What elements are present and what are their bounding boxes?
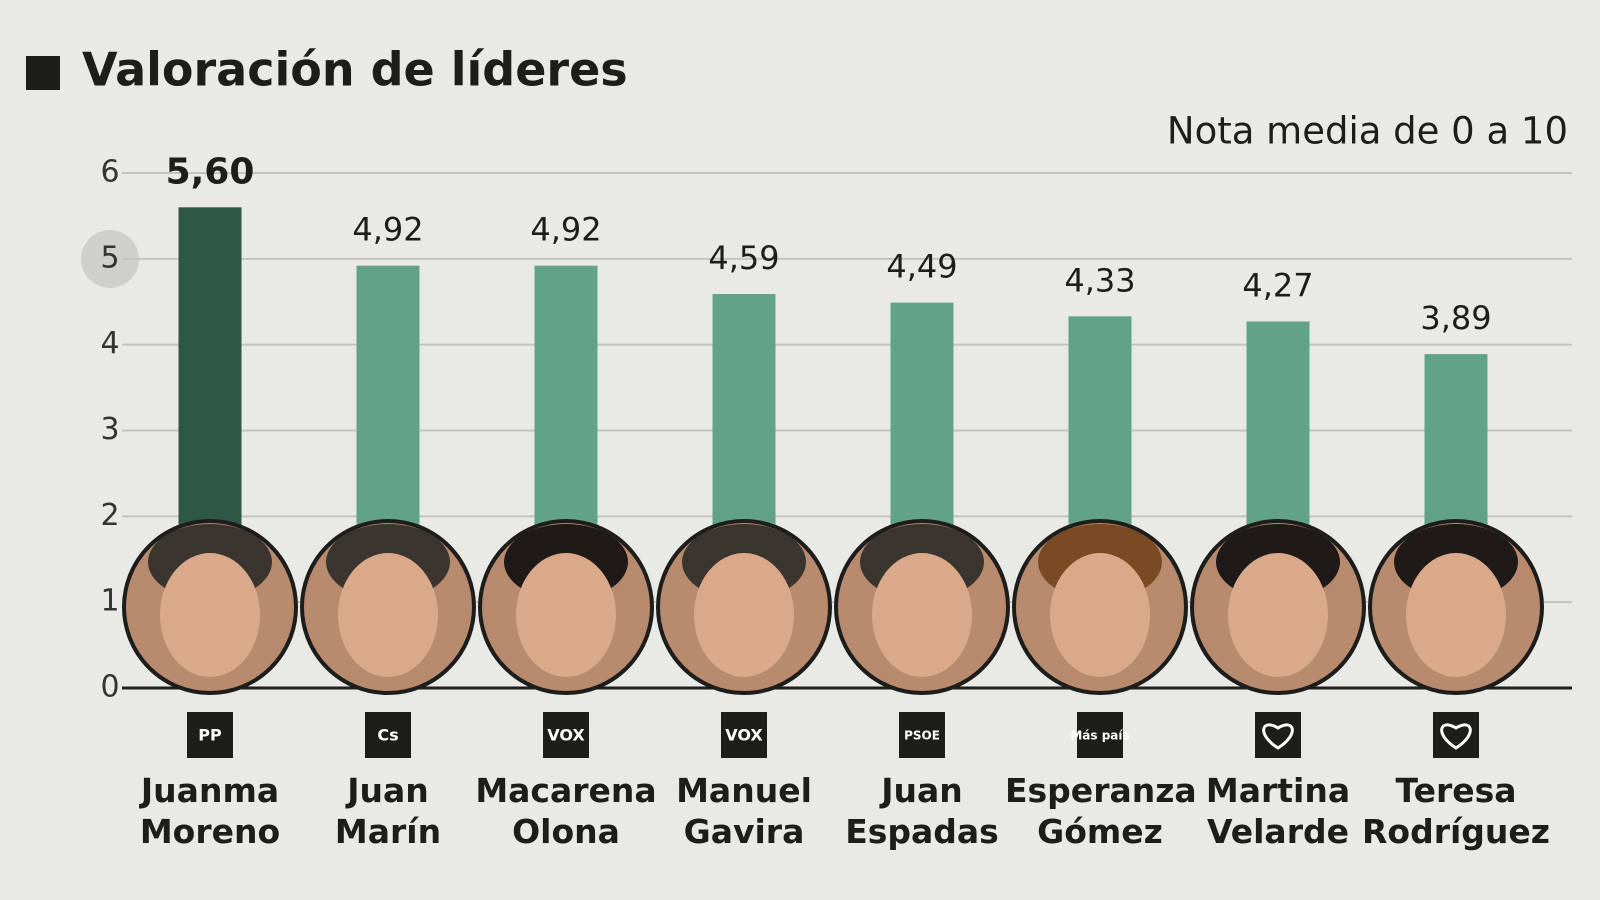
portrait [1368, 519, 1544, 695]
value-label: 4,33 [1064, 261, 1135, 299]
title-marker [26, 56, 60, 90]
logo-box [721, 712, 767, 758]
portrait-face [1406, 553, 1506, 677]
portrait [478, 519, 654, 695]
logo-box [543, 712, 589, 758]
logo-box [1077, 712, 1123, 758]
portrait-face [160, 553, 260, 677]
y-tick-label: 4 [100, 326, 119, 361]
x-tick-label: Martina Velarde [1205, 771, 1351, 851]
logo-box [187, 712, 233, 758]
party-logo: PP [198, 726, 222, 745]
x-tick-label: Esperanza Gómez [1005, 771, 1197, 851]
x-tick-label: Juan Marín [334, 771, 442, 851]
portrait [300, 519, 476, 695]
x-tick-label: Macarena Olona [475, 771, 657, 851]
portrait-face [516, 553, 616, 677]
x-tick-label: Teresa Rodríguez [1362, 771, 1550, 851]
y-tick-label: 6 [100, 155, 119, 190]
portrait [1190, 519, 1366, 695]
y-tick-label: 5 [100, 240, 119, 275]
party-logo: VOX [547, 726, 585, 745]
x-tick-label: Manuel Gavira [676, 771, 812, 851]
party-logo: VOX [725, 726, 763, 745]
value-label: 3,89 [1420, 299, 1491, 337]
logo-box [1255, 712, 1301, 758]
logo-box [365, 712, 411, 758]
portrait-face [338, 553, 438, 677]
portrait-face [1228, 553, 1328, 677]
chart-title: Valoración de líderes [82, 43, 628, 97]
portrait [122, 519, 298, 695]
party-logo: Más país [1070, 729, 1129, 743]
portrait-face [1050, 553, 1150, 677]
value-label: 4,59 [708, 239, 779, 277]
y-tick-label: 1 [100, 584, 119, 619]
value-label: 4,49 [886, 248, 957, 286]
portrait [834, 519, 1010, 695]
portrait-face [872, 553, 972, 677]
value-label: 4,27 [1242, 266, 1313, 304]
tick-highlight [81, 230, 139, 288]
y-tick-label: 0 [100, 670, 119, 705]
party-logo: PSOE [904, 729, 940, 743]
portrait [656, 519, 832, 695]
value-label: 4,92 [530, 211, 601, 249]
y-tick-label: 3 [100, 412, 119, 447]
portrait [1012, 519, 1188, 695]
party-logo-heart [1262, 723, 1294, 750]
y-tick-label: 2 [100, 498, 119, 533]
value-label: 5,60 [166, 151, 255, 192]
logo-box [899, 712, 945, 758]
x-tick-label: Juanma Moreno [139, 771, 281, 851]
logo-box [1433, 712, 1479, 758]
portrait-face [694, 553, 794, 677]
value-label: 4,92 [352, 211, 423, 249]
chart-subtitle: Nota media de 0 a 10 [1167, 110, 1568, 153]
party-logo-heart [1440, 723, 1472, 750]
x-tick-label: Juan Espadas [845, 771, 999, 851]
party-logo: Cs [377, 726, 398, 745]
